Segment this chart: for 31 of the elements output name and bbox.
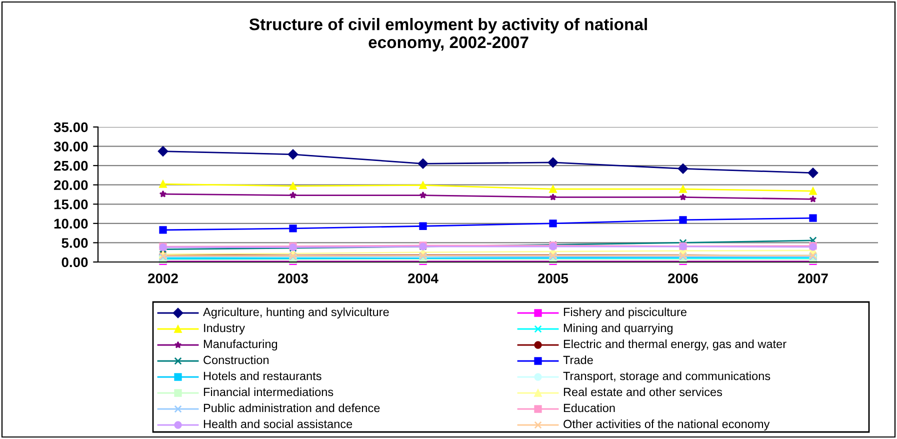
y-tick-label: 5.00 <box>62 238 88 248</box>
y-tick-label: 25.00 <box>54 160 88 171</box>
legend-label: Hotels and restaurants <box>204 372 322 380</box>
x-tick-label: 2003 <box>278 273 308 284</box>
x-tick-label: 2006 <box>668 273 698 284</box>
x-tick-label: 2004 <box>408 273 438 284</box>
x-tick-label: 2002 <box>148 273 178 284</box>
legend-label: Electric and thermal energy, gas and water <box>564 339 786 351</box>
x-tick-label: 2005 <box>538 273 568 284</box>
legend-label: Health and social assistance <box>204 419 352 428</box>
legend-label: Education <box>564 403 615 412</box>
legend-label: Manufacturing <box>204 339 278 351</box>
legend-label: Mining and quarrying <box>564 323 672 335</box>
y-tick-label: 0.00 <box>62 257 88 268</box>
legend-label: Real estate and other services <box>564 387 722 396</box>
legend-label: Industry <box>204 323 245 335</box>
legend-label: Agriculture, hunting and sylviculture <box>203 307 389 319</box>
legend-label: Other activities of the national economy <box>564 419 770 431</box>
legend-label: Fishery and pisciculture <box>564 307 686 319</box>
legend-label: Trade <box>563 355 593 364</box>
legend-label: Financial intermediations <box>204 387 334 396</box>
y-tick-label: 35.00 <box>54 122 88 132</box>
x-tick-label: 2007 <box>798 273 828 284</box>
y-tick-label: 10.00 <box>54 218 88 229</box>
y-tick-label: 30.00 <box>54 142 88 152</box>
legend-label: Construction <box>204 355 269 364</box>
y-tick-label: 15.00 <box>54 199 88 210</box>
y-tick-label: 20.00 <box>54 180 88 190</box>
chart-title: Structure of civil emloyment by activity of national economy, 2002-2007 <box>249 18 647 52</box>
legend-label: Public administration and defence <box>204 403 380 412</box>
legend-label: Transport, storage and communications <box>563 372 770 383</box>
